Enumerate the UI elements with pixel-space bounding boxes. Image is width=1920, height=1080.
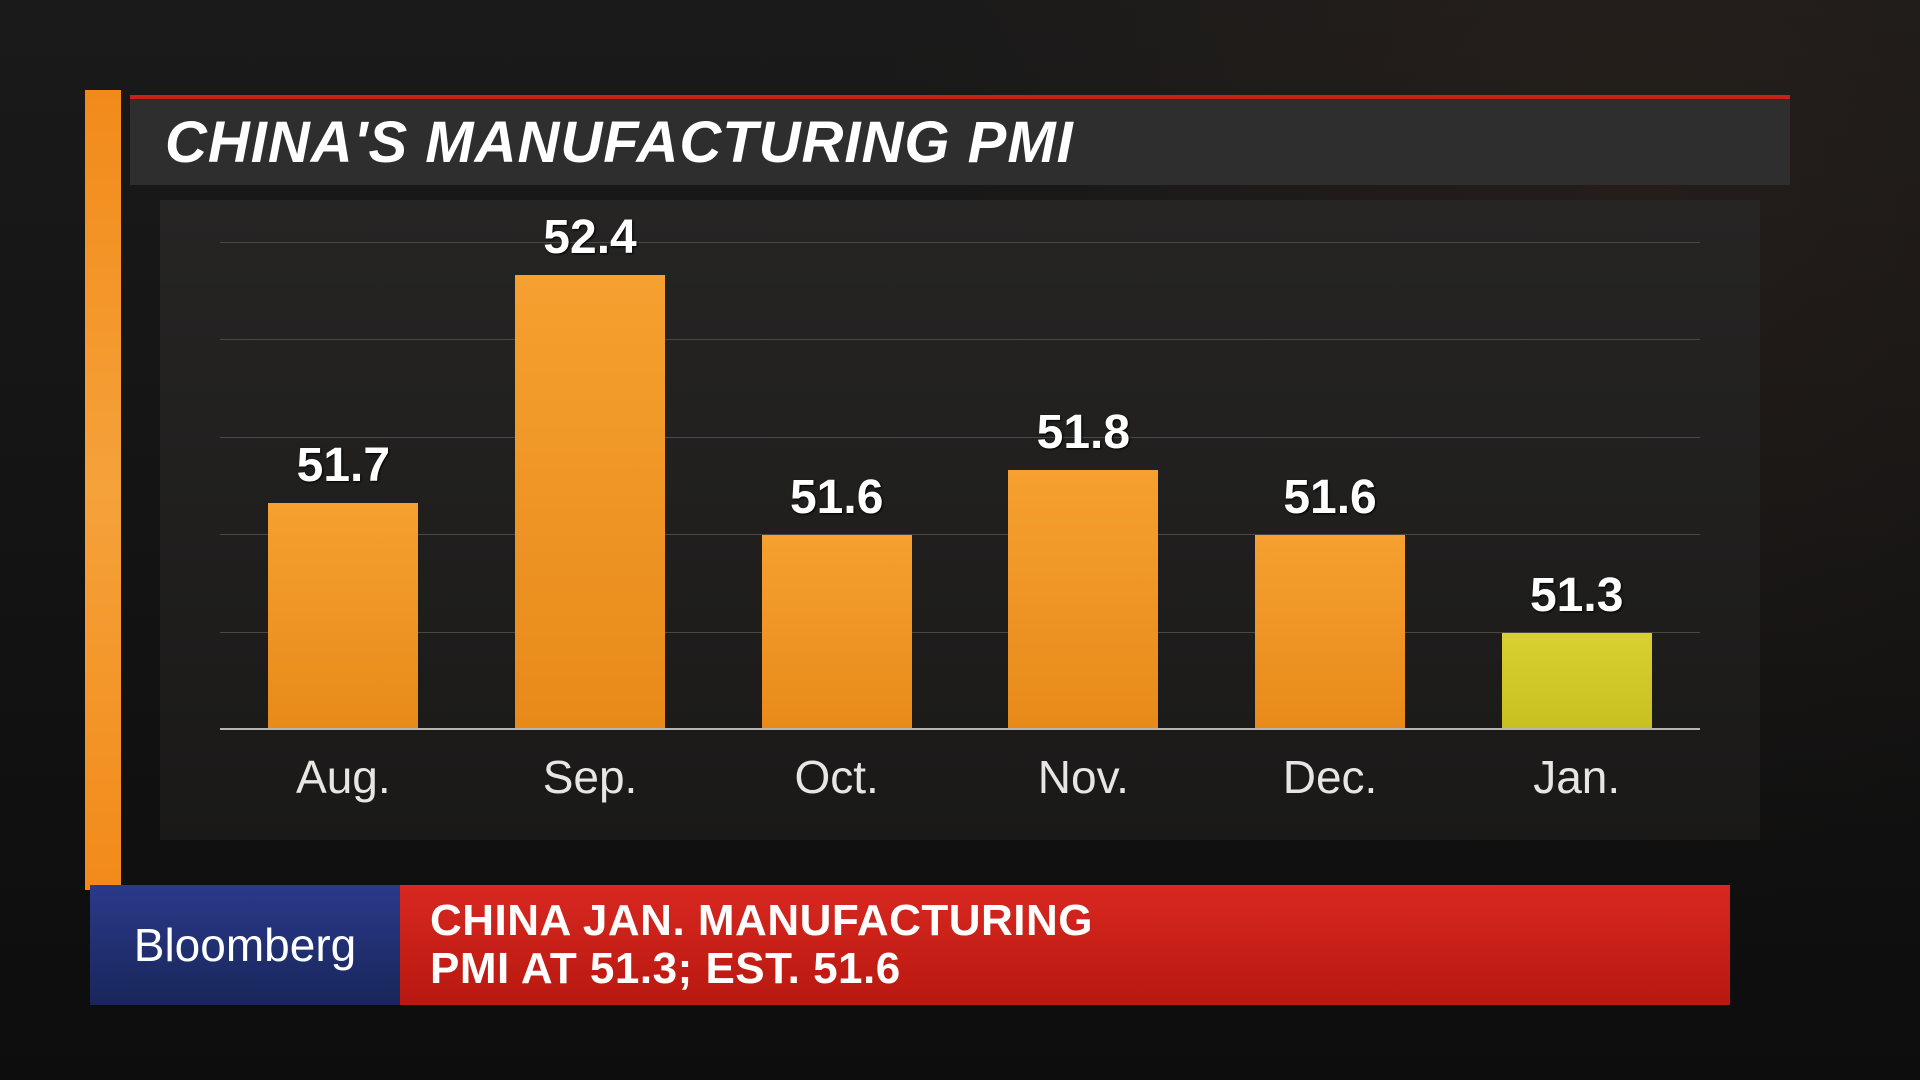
bar-slot: 52.4 bbox=[467, 210, 714, 730]
headline-box: CHINA JAN. MANUFACTURINGPMI AT 51.3; EST… bbox=[400, 885, 1730, 1005]
bar bbox=[515, 275, 665, 730]
bar bbox=[1502, 633, 1652, 731]
x-axis-labels: Aug.Sep.Oct.Nov.Dec.Jan. bbox=[220, 750, 1700, 820]
x-axis-label: Jan. bbox=[1453, 750, 1700, 820]
bar bbox=[1255, 535, 1405, 730]
x-axis-line bbox=[220, 728, 1700, 730]
plot-area: 51.7 52.4 51.6 51.8 51.6 51.3 bbox=[220, 210, 1700, 730]
bar-slot: 51.3 bbox=[1453, 210, 1700, 730]
chart-title: CHINA'S MANUFACTURING PMI bbox=[165, 109, 1074, 176]
lower-third: Bloomberg CHINA JAN. MANUFACTURINGPMI AT… bbox=[90, 885, 1730, 1005]
x-axis-label: Nov. bbox=[960, 750, 1207, 820]
bar-value-label: 51.7 bbox=[297, 438, 390, 493]
accent-stripe bbox=[85, 90, 121, 890]
x-axis-label: Oct. bbox=[713, 750, 960, 820]
bar bbox=[268, 503, 418, 731]
x-axis-label: Aug. bbox=[220, 750, 467, 820]
network-logo: Bloomberg bbox=[90, 885, 400, 1005]
bar-value-label: 51.3 bbox=[1530, 568, 1623, 623]
title-bar: CHINA'S MANUFACTURING PMI bbox=[130, 95, 1790, 185]
bar-value-label: 51.8 bbox=[1037, 405, 1130, 460]
logo-text: Bloomberg bbox=[134, 918, 356, 972]
chart-panel: 51.7 52.4 51.6 51.8 51.6 51.3 Aug.Sep.Oct.Nov… bbox=[160, 200, 1760, 840]
bar bbox=[1008, 470, 1158, 730]
headline-text: CHINA JAN. MANUFACTURINGPMI AT 51.3; EST… bbox=[430, 897, 1093, 994]
bar-value-label: 51.6 bbox=[1283, 470, 1376, 525]
bar-value-label: 52.4 bbox=[543, 210, 636, 265]
x-axis-label: Sep. bbox=[467, 750, 714, 820]
x-axis-label: Dec. bbox=[1207, 750, 1454, 820]
bar-value-label: 51.6 bbox=[790, 470, 883, 525]
bar-slot: 51.6 bbox=[713, 210, 960, 730]
bars-container: 51.7 52.4 51.6 51.8 51.6 51.3 bbox=[220, 210, 1700, 730]
bar bbox=[762, 535, 912, 730]
bar-slot: 51.7 bbox=[220, 210, 467, 730]
bar-slot: 51.8 bbox=[960, 210, 1207, 730]
bar-slot: 51.6 bbox=[1207, 210, 1454, 730]
